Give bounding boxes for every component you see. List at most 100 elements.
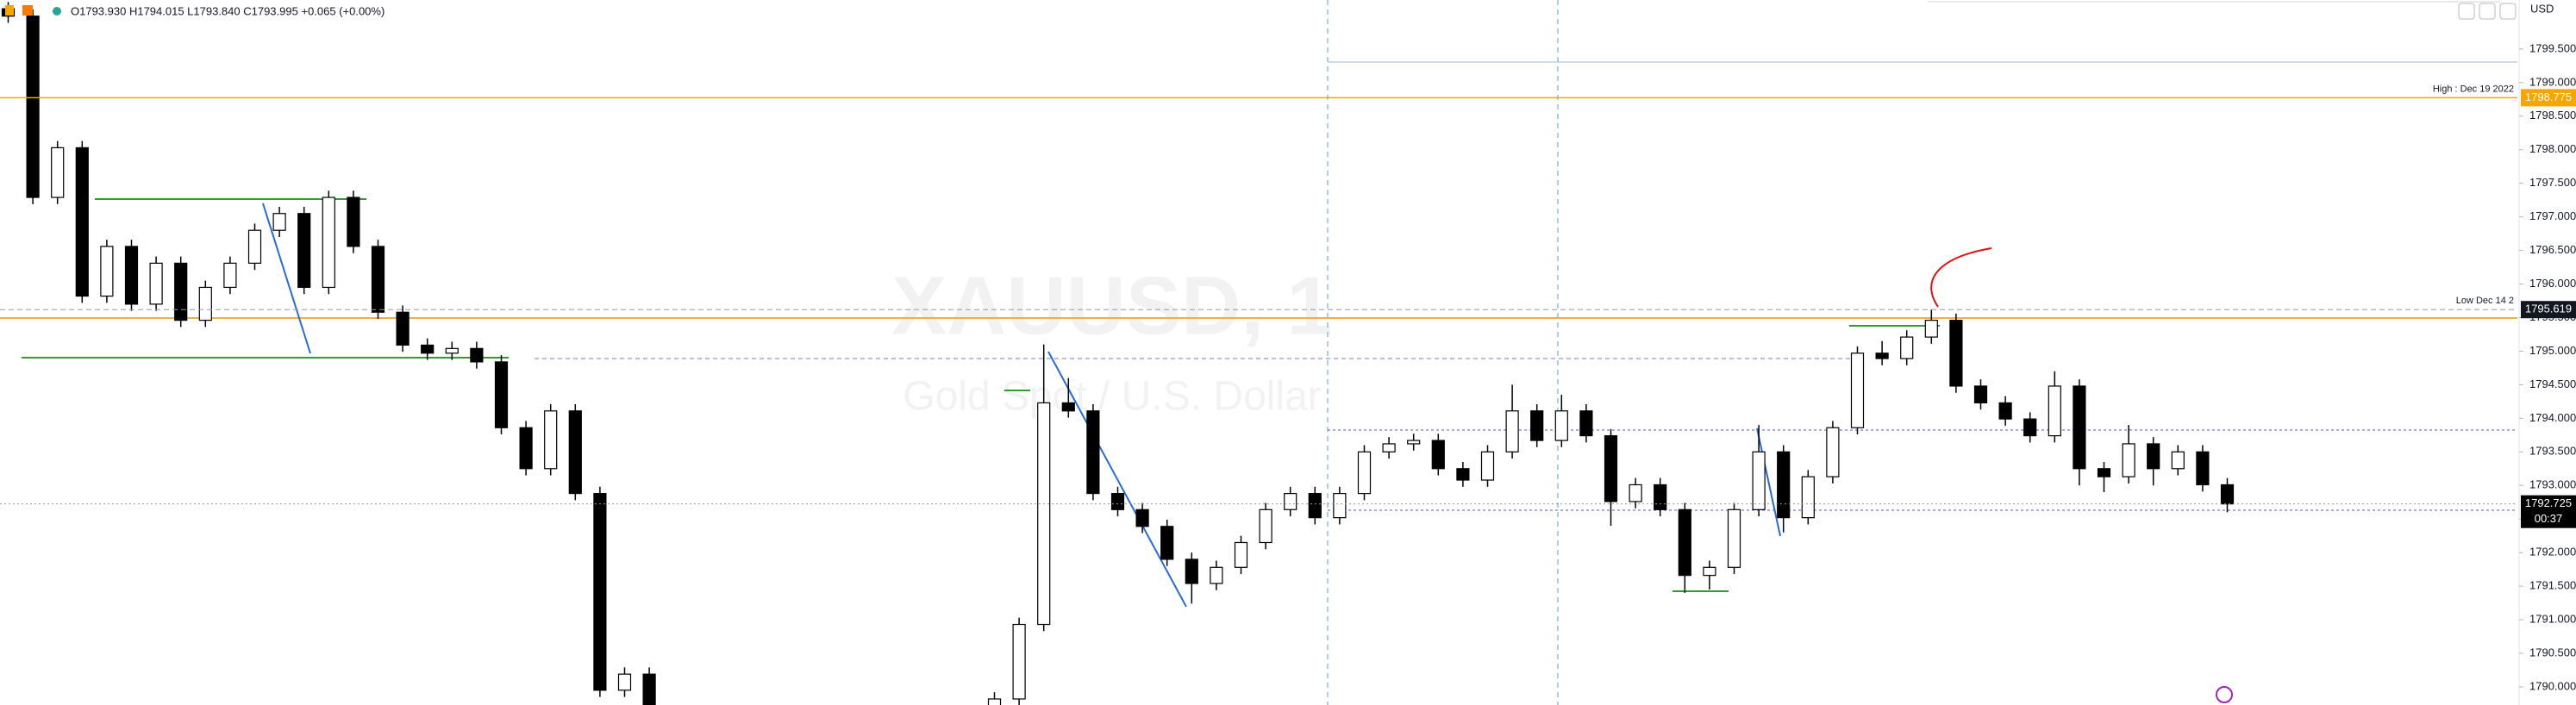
candle-body — [174, 262, 188, 321]
candles — [0, 2, 2517, 705]
candle-body — [1259, 508, 1272, 544]
candle-body — [1135, 508, 1149, 527]
candle-body — [1678, 508, 1691, 577]
candle-body — [2147, 443, 2160, 470]
y-tick-label: 1790.000 — [2529, 679, 2576, 692]
y-tick-label: 1796.500 — [2529, 243, 2576, 256]
candle-body — [421, 344, 435, 354]
candle-body — [1727, 508, 1741, 568]
countdown: 00:37 — [2535, 512, 2563, 525]
candle-body — [1185, 558, 1198, 584]
candle-body — [247, 229, 262, 264]
y-tick-label: 1798.000 — [2529, 142, 2576, 155]
candle-body — [470, 347, 484, 363]
y-tick-label: 1790.500 — [2529, 646, 2576, 658]
level-note: High : Dec 19 2022 — [2433, 84, 2514, 94]
watermark-title: XAUUSD, 1 — [891, 259, 1333, 352]
y-tick-label: 1791.000 — [2529, 612, 2576, 625]
candle-body — [2196, 451, 2210, 486]
watermark-subtitle: Gold Spot / U.S. Dollar — [903, 374, 1322, 420]
candle-body — [1826, 427, 1840, 477]
candle-body — [75, 147, 89, 297]
symbol-icon — [22, 5, 33, 16]
hand-drawing — [1930, 247, 1992, 308]
status-dot — [53, 7, 61, 16]
candle-body — [1924, 320, 1938, 338]
candle-body — [568, 410, 582, 495]
drawing-line — [1047, 351, 1187, 608]
ohlc-header: O1793.930 H1794.015 L1793.840 C1793.995 … — [71, 4, 385, 17]
price-tag-label: 1798.775 — [2525, 90, 2572, 103]
candle-body — [1061, 402, 1075, 412]
candle-body — [1333, 492, 1347, 519]
drawing-line — [1756, 427, 1781, 537]
candle-body — [297, 213, 311, 289]
button[interactable] — [2499, 3, 2517, 20]
axis-labels: 1790.000 1790.500 1791.000 1791.500 1792.000… — [2519, 41, 2576, 692]
price-tag-label: 1795.619 — [2525, 303, 2572, 315]
candle-body — [642, 673, 656, 705]
candle-body — [1110, 492, 1125, 510]
candle-body — [396, 311, 410, 346]
candle-body — [371, 246, 385, 313]
candle-body — [1530, 410, 1544, 441]
candle-body — [593, 492, 607, 691]
y-tick-label: 1793.500 — [2529, 445, 2576, 458]
candle-body — [1382, 443, 1396, 452]
candle-body — [1086, 410, 1100, 495]
y-tick-label: 1794.500 — [2529, 377, 2576, 390]
candle-body — [51, 147, 65, 198]
y-tick-label: 1799.000 — [2529, 75, 2576, 88]
candle-body — [1579, 410, 1593, 437]
y-tick-label: 1793.000 — [2529, 478, 2576, 491]
candle-body — [1875, 352, 1889, 359]
candle-body — [1604, 435, 1618, 502]
candle-body — [1973, 385, 1988, 404]
candle-body — [1777, 451, 1791, 519]
candle-body — [1654, 484, 1667, 510]
alert-icon[interactable] — [2216, 686, 2233, 703]
y-tick-label: 1797.000 — [2529, 209, 2576, 222]
candle-body — [1407, 440, 1421, 445]
currency[interactable]: USD — [2530, 2, 2554, 15]
candle-body — [519, 427, 533, 470]
y-tick-label: 1792.000 — [2529, 546, 2576, 558]
button[interactable] — [2458, 3, 2475, 20]
candle-body — [223, 262, 237, 289]
y-tick-label: 1795.000 — [2529, 344, 2576, 357]
candle-body — [2073, 385, 2086, 470]
candle-body — [1210, 566, 1223, 584]
candle-body — [2220, 484, 2235, 505]
y-tick-label: 1797.500 — [2529, 176, 2576, 189]
candle-body — [26, 16, 40, 198]
candle-body — [1998, 402, 2012, 420]
candle-body — [347, 197, 360, 247]
candle-body — [1850, 352, 1865, 428]
y-tick-label: 1796.000 — [2529, 277, 2576, 290]
logo — [5, 5, 14, 16]
candle-body — [1505, 410, 1519, 452]
price-tag — [2521, 301, 2576, 319]
candle-body — [1357, 451, 1372, 495]
candle-body — [1752, 451, 1766, 510]
candle-body — [1554, 410, 1568, 441]
candle-body — [1431, 440, 1445, 470]
button[interactable] — [2479, 3, 2496, 20]
drawing-line — [262, 203, 311, 354]
candle-body — [2097, 468, 2111, 477]
candle-body — [445, 347, 459, 354]
candle-body — [1308, 492, 1322, 519]
candle-body — [1900, 336, 1914, 359]
candle-body — [100, 246, 114, 297]
candle-body — [987, 698, 1002, 705]
candle-body — [1160, 526, 1174, 560]
price-axis — [2519, 0, 2576, 705]
y-tick-label: 1798.500 — [2529, 109, 2576, 122]
candle-body — [1456, 468, 1470, 481]
price-tag — [2521, 495, 2576, 528]
candle-body — [2171, 451, 2185, 470]
candle-body — [1284, 492, 1297, 510]
candle-body — [124, 246, 139, 305]
